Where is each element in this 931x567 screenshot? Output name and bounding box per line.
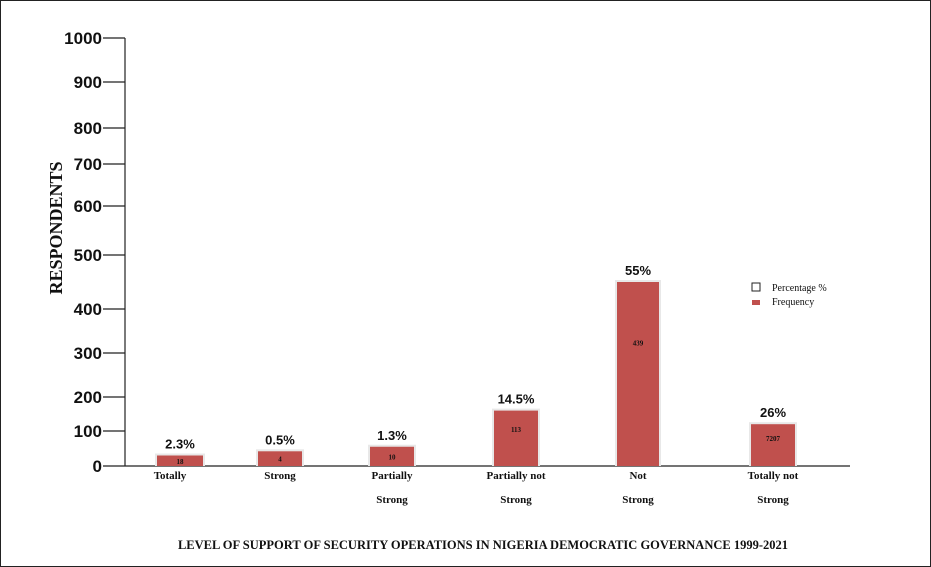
y-tick-label: 400 (74, 300, 102, 319)
y-tick-label: 1000 (64, 29, 102, 48)
y-tick-label: 900 (74, 73, 102, 92)
y-tick-label: 700 (74, 155, 102, 174)
y-tick-label: 100 (74, 422, 102, 441)
bar-value-label: 10 (389, 453, 397, 461)
y-axis-label: RESPONDENTS (46, 161, 66, 294)
bar (157, 455, 203, 466)
bar (370, 446, 414, 466)
bar (494, 410, 538, 466)
x-tick-label: Strong (376, 494, 408, 506)
y-tick-label: 200 (74, 388, 102, 407)
x-tick-label: Totally not (748, 470, 799, 482)
bar-value-label: 18 (177, 458, 185, 466)
bar (617, 282, 659, 466)
x-tick-label: Partially (372, 470, 413, 482)
legend: Percentage % Frequency (751, 282, 827, 308)
x-tick-label: Not (629, 470, 646, 482)
x-tick-label: Strong (622, 494, 654, 506)
bar-percentage-label: 2.3% (165, 437, 195, 452)
bar-percentage-label: 55% (625, 263, 651, 278)
bar-value-label: 4 (278, 456, 282, 464)
bar-value-label: 113 (511, 426, 522, 434)
y-tick-label: 300 (74, 344, 102, 363)
bar-percentage-label: 0.5% (265, 432, 295, 447)
bar (751, 424, 795, 466)
y-tick-label: 0 (93, 457, 102, 476)
legend-swatch-frequency (752, 300, 760, 305)
bar-percentage-label: 26% (760, 405, 786, 420)
chart-title: LEVEL OF SUPPORT OF SECURITY OPERATIONS … (178, 538, 788, 552)
x-tick-label: Strong (757, 494, 789, 506)
legend-swatch-percentage (751, 282, 761, 292)
legend-label: Frequency (772, 297, 814, 308)
bar-percentage-label: 14.5% (498, 392, 535, 407)
y-tick-label: 500 (74, 246, 102, 265)
x-tick-label: Partially not (487, 470, 546, 482)
bar-value-label: 7207 (766, 435, 781, 443)
x-axis: Totally Strong Partially Strong Partially no… (125, 465, 850, 506)
y-axis: 0 100 200 300 400 500 600 700 800 900 1000 (64, 29, 126, 476)
x-tick-label: Strong (500, 494, 532, 506)
y-tick-label: 800 (74, 119, 102, 138)
bars: 18 2.3% 4 0.5% 10 1.3% 113 14.5% 439 55% 7207 26% (155, 263, 797, 466)
y-tick-label: 600 (74, 197, 102, 216)
legend-label: Percentage % (772, 283, 827, 294)
bar-value-label: 439 (633, 340, 644, 348)
bar-percentage-label: 1.3% (377, 428, 407, 443)
x-tick-label: Totally (154, 470, 187, 482)
x-tick-label: Strong (264, 470, 296, 482)
bar (258, 451, 302, 466)
